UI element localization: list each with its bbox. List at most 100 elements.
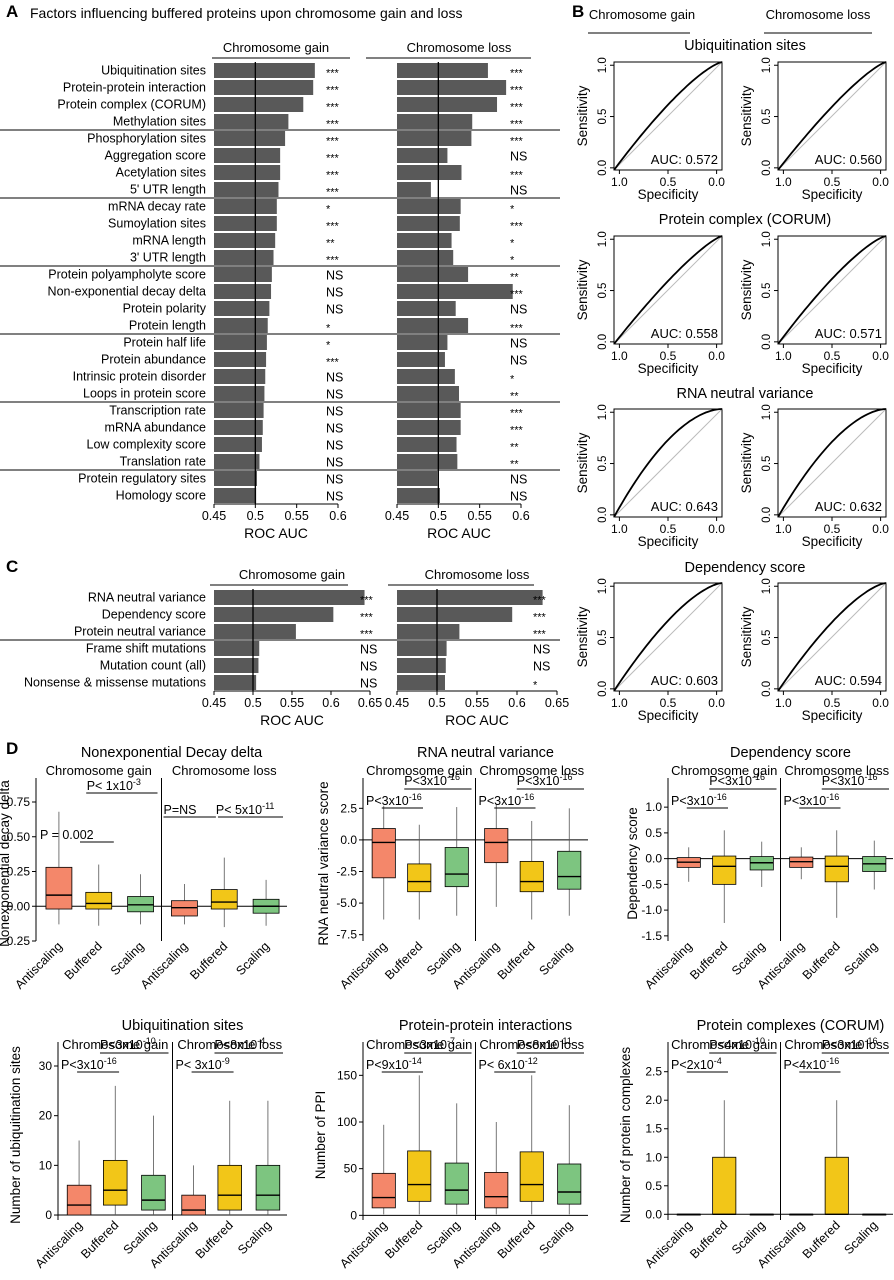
x-tick-label: 0.65: [358, 696, 382, 710]
y-tick-label: -7.5: [336, 928, 357, 942]
bar: [397, 471, 438, 486]
roc-diagonal: [613, 235, 723, 345]
roc-title: RNA neutral variance: [676, 386, 813, 402]
significance-label: NS: [326, 456, 343, 470]
panel-letter: A: [6, 2, 18, 21]
bar: [397, 658, 446, 673]
bar: [214, 488, 257, 503]
x-tick-label: 0.0: [872, 696, 889, 710]
x-tick-label: 0.5: [824, 696, 841, 710]
x-tick-label: 0.45: [202, 509, 226, 523]
significance-label: ***: [326, 170, 340, 182]
significance-label: NS: [360, 660, 377, 674]
significance-label: **: [510, 272, 519, 284]
p-value-label: P<4x10-16: [784, 1056, 840, 1072]
x-tick-label: 0.5: [244, 696, 261, 710]
p-value-label: P<3x10-16: [671, 792, 727, 808]
x-tick-label: 0.0: [708, 522, 725, 536]
bar: [214, 199, 277, 214]
bar: [214, 267, 272, 282]
bar: [397, 148, 448, 163]
x-tick-label: 0.5: [428, 696, 445, 710]
y-tick-label: 0.0: [597, 507, 609, 523]
p-value-label: P<3x10-16: [366, 792, 422, 808]
box: [557, 1163, 582, 1205]
category-label: Buffered: [495, 1218, 538, 1261]
x-tick-label: 0.5: [430, 509, 447, 523]
box: [484, 828, 509, 864]
y-tick-label: 1.0: [597, 404, 609, 420]
category-label: mRNA length: [132, 234, 206, 248]
significance-label: NS: [326, 490, 343, 504]
bar: [397, 284, 513, 299]
p-value-label: P<3x10-7: [404, 1036, 455, 1052]
p-value-label: P=NS: [164, 803, 197, 817]
category-label: Protein-protein interaction: [63, 81, 206, 95]
significance-label: ***: [360, 595, 374, 607]
bar: [214, 131, 286, 146]
significance-label: ***: [326, 153, 340, 165]
x-axis-label: Specificity: [638, 534, 699, 549]
category-label: Antiscaling: [642, 939, 695, 992]
bar: [397, 352, 445, 367]
category-label: Sumoylation sites: [108, 217, 206, 231]
significance-label: NS: [326, 303, 343, 317]
significance-label: ***: [510, 289, 524, 301]
y-axis-label: Nonexponential decay delta: [0, 780, 12, 947]
y-tick-label: 0.5: [597, 630, 609, 646]
group-label: Chromosome loss: [479, 763, 584, 778]
category-label: Antiscaling: [33, 1218, 86, 1271]
x-tick-label: 0.0: [872, 522, 889, 536]
boxplot-title: Nonexponential Decay delta: [81, 745, 263, 761]
roc-diagonal: [613, 582, 723, 692]
bar: [397, 590, 543, 605]
group-label: Chromosome loss: [177, 1037, 282, 1052]
category-label: Buffered: [78, 1218, 121, 1261]
significance-label: ***: [326, 119, 340, 131]
significance-label: NS: [510, 354, 527, 368]
y-tick-label: 0.5: [761, 456, 773, 472]
significance-label: NS: [326, 405, 343, 419]
bar: [214, 658, 259, 673]
group-label: Chromosome gain: [671, 1037, 777, 1052]
series-header: Chromosome loss: [425, 567, 530, 582]
category-label: Protein complex (CORUM): [57, 98, 206, 112]
significance-label: ***: [510, 425, 524, 437]
y-tick-label: -0.5: [641, 877, 662, 891]
category-label: Antiscaling: [337, 939, 390, 992]
x-tick-label: 0.5: [824, 522, 841, 536]
category-label: Transcription rate: [109, 404, 206, 418]
bar: [397, 420, 461, 435]
roc-curve: [613, 235, 723, 345]
group-label: Chromosome gain: [62, 1037, 168, 1052]
significance-label: ***: [533, 629, 547, 641]
bar: [397, 641, 447, 656]
category-label: Ubiquitination sites: [101, 64, 206, 78]
category-label: Translation rate: [120, 455, 206, 469]
series-header: Chromosome gain: [223, 40, 329, 55]
category-label: Nonsense & missense mutations: [24, 676, 206, 690]
significance-label: ***: [360, 629, 374, 641]
box: [255, 1164, 281, 1211]
auc-label: AUC: 0.594: [815, 673, 882, 688]
bar: [397, 182, 431, 197]
x-tick-label: 0.65: [545, 696, 569, 710]
category-label: Homology score: [116, 489, 206, 503]
category-label: Scaling: [424, 939, 463, 978]
auc-label: AUC: 0.560: [815, 152, 882, 167]
bar: [397, 250, 454, 265]
bar: [214, 318, 268, 333]
x-tick-label: 0.6: [512, 509, 529, 523]
p-value-label: P<3x10-16: [61, 1056, 117, 1072]
p-value-label: P = 0.002: [40, 828, 94, 842]
group-label: Chromosome loss: [172, 763, 277, 778]
boxplot-title: Protein complexes (CORUM): [697, 1018, 885, 1034]
p-value-label: P<3x10-16: [709, 772, 765, 788]
y-tick-label: 30: [39, 1059, 53, 1073]
x-tick-label: 0.0: [708, 349, 725, 363]
significance-label: NS: [510, 490, 527, 504]
y-tick-label: 0.0: [761, 334, 773, 350]
category-label: Frame shift mutations: [86, 642, 206, 656]
p-value-label: P<3x10-16: [822, 772, 878, 788]
